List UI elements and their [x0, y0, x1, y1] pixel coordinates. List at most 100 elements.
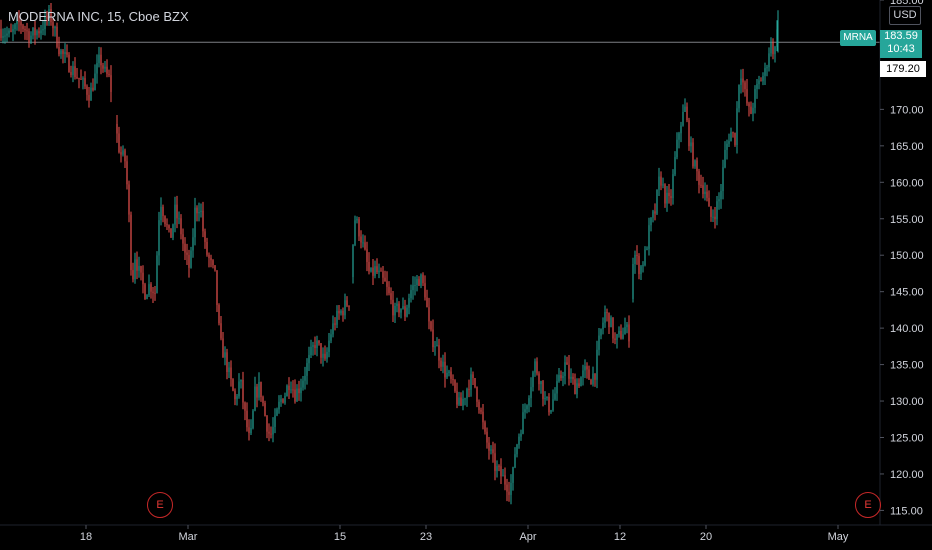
time-tick-label: 23	[420, 531, 432, 543]
candle-body	[354, 220, 356, 246]
candle-body	[406, 307, 408, 317]
candle-body	[342, 310, 344, 316]
candle-body	[390, 293, 392, 300]
candle-body	[60, 50, 62, 55]
candle-body	[708, 197, 710, 207]
candle-body	[464, 398, 466, 400]
candle-body	[732, 132, 734, 134]
candle-body	[100, 54, 102, 66]
candle-body	[376, 266, 378, 273]
candle-body	[322, 353, 324, 358]
candle-body	[256, 386, 258, 398]
candle-body	[460, 397, 462, 406]
currency-button[interactable]: USD	[889, 6, 921, 25]
candle-body	[448, 371, 450, 373]
time-scale[interactable]: 18 Mar 15 23 Apr 12 20 May	[80, 525, 849, 543]
candle-body	[500, 466, 502, 477]
candle-body	[738, 84, 740, 109]
candle-body	[682, 111, 684, 126]
candle-body	[286, 385, 288, 397]
last-price-label: 183.59 10:43	[880, 30, 922, 58]
candle-body	[320, 343, 322, 358]
price-scale[interactable]: 115.00 120.00 125.00 130.00 135.00 140.00 145.…	[880, 0, 924, 517]
earnings-event-marker[interactable]: E	[147, 492, 173, 518]
candle-body	[698, 171, 700, 185]
candle-body	[576, 383, 578, 395]
candle-body	[352, 245, 354, 278]
price-tick-label: 150.00	[890, 250, 924, 262]
candle-body	[754, 88, 756, 108]
candle-body	[772, 42, 774, 55]
candle-body	[610, 317, 612, 328]
candle-body	[554, 393, 556, 400]
candle-body	[748, 103, 750, 107]
candle-body	[158, 220, 160, 256]
candle-body	[728, 141, 730, 144]
candle-body	[602, 322, 604, 330]
candle-body	[678, 133, 680, 140]
candle-body	[42, 29, 44, 31]
candle-body	[358, 219, 360, 237]
candle-body	[432, 329, 434, 348]
candle-body	[690, 142, 692, 147]
candle-body	[664, 184, 666, 204]
candle-body	[662, 184, 664, 186]
candle-body	[180, 218, 182, 235]
candle-body	[624, 327, 626, 335]
candle-body	[142, 272, 144, 285]
candle-body	[642, 265, 644, 267]
candle-body	[484, 422, 486, 432]
candle-body	[184, 243, 186, 253]
candle-body	[652, 211, 654, 218]
candle-body	[546, 396, 548, 399]
candle-body	[108, 73, 110, 76]
candle-body	[236, 396, 238, 400]
last-price-value: 183.59	[884, 30, 918, 42]
candle-body	[12, 29, 14, 32]
candle-body	[334, 323, 336, 325]
candle-body	[482, 411, 484, 423]
candle-body	[752, 107, 754, 114]
candle-body	[520, 433, 522, 437]
candle-body	[704, 191, 706, 195]
candle-body	[70, 72, 72, 76]
price-tick-label: 160.00	[890, 177, 924, 189]
candle-body	[384, 277, 386, 282]
candle-body	[428, 307, 430, 322]
candle-body	[424, 283, 426, 298]
candle-body	[714, 216, 716, 220]
candle-body	[272, 426, 274, 435]
candle-body	[476, 387, 478, 402]
candle-body	[252, 410, 254, 429]
candle-body	[470, 374, 472, 390]
candle-body	[18, 19, 20, 23]
candle-body	[564, 362, 566, 377]
candle-body	[674, 157, 676, 175]
candle-body	[198, 211, 200, 214]
candle-body	[668, 192, 670, 197]
candle-body	[232, 379, 234, 391]
candle-body	[750, 106, 752, 114]
candle-body	[550, 410, 552, 413]
candle-body	[534, 361, 536, 373]
bar-countdown: 10:43	[887, 43, 915, 55]
candle-body	[118, 133, 120, 153]
price-tick-label: 145.00	[890, 287, 924, 299]
candle-body	[636, 254, 638, 256]
candle-body	[84, 78, 86, 87]
candle-body	[104, 66, 106, 69]
candle-body	[228, 367, 230, 373]
candle-body	[360, 236, 362, 243]
candle-body	[156, 255, 158, 293]
candle-body	[224, 352, 226, 358]
candle-body	[86, 86, 88, 95]
candle-body	[416, 279, 418, 285]
plot-area[interactable]	[0, 2, 880, 505]
candle-body	[442, 361, 444, 367]
candle-body	[762, 75, 764, 82]
level-price-label[interactable]: 179.20	[880, 61, 926, 77]
candle-body	[374, 266, 376, 276]
earnings-event-marker[interactable]: E	[855, 492, 881, 518]
candle-body	[124, 150, 126, 162]
